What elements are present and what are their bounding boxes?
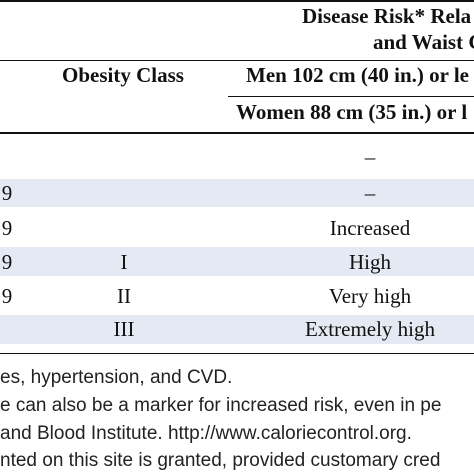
footnote-line: es, hypertension, and CVD. <box>0 367 233 388</box>
header-bottom-rule <box>0 132 474 134</box>
bmi-cell: 9 <box>1 250 13 274</box>
waist-heading: and Waist C <box>373 30 474 54</box>
women-column-header: Women 88 cm (35 in.) or l <box>236 100 468 124</box>
footnote-line: and Blood Institute. http://www.caloriec… <box>0 423 412 444</box>
row-shade <box>0 315 474 344</box>
risk-cell: Increased <box>329 216 411 240</box>
risk-cell: – <box>364 181 376 205</box>
bmi-cell: 9 <box>1 181 13 205</box>
bmi-cell: 9 <box>1 216 13 240</box>
disease-risk-heading: Disease Risk* Rela <box>302 4 472 28</box>
footnote-line: nted on this site is granted, provided c… <box>0 450 441 471</box>
risk-cell: – <box>364 145 376 169</box>
row-shade <box>0 247 474 276</box>
bmi-cell: 9 <box>1 284 13 308</box>
header-rule <box>0 60 474 61</box>
table-bottom-rule <box>0 353 474 354</box>
obesity-class-cell: II <box>117 284 131 308</box>
obesity-class-cell: III <box>113 317 135 341</box>
women-header-rule <box>228 96 474 97</box>
risk-cell: High <box>349 250 391 274</box>
risk-cell: Very high <box>328 284 412 308</box>
row-shade <box>0 179 474 207</box>
men-column-header: Men 102 cm (40 in.) or le <box>246 63 469 87</box>
footnote-line: e can also be a marker for increased ris… <box>0 395 442 416</box>
table-top-rule <box>0 0 474 2</box>
obesity-class-header: Obesity Class <box>62 63 184 87</box>
risk-cell: Extremely high <box>304 317 436 341</box>
obesity-class-cell: I <box>120 250 128 274</box>
